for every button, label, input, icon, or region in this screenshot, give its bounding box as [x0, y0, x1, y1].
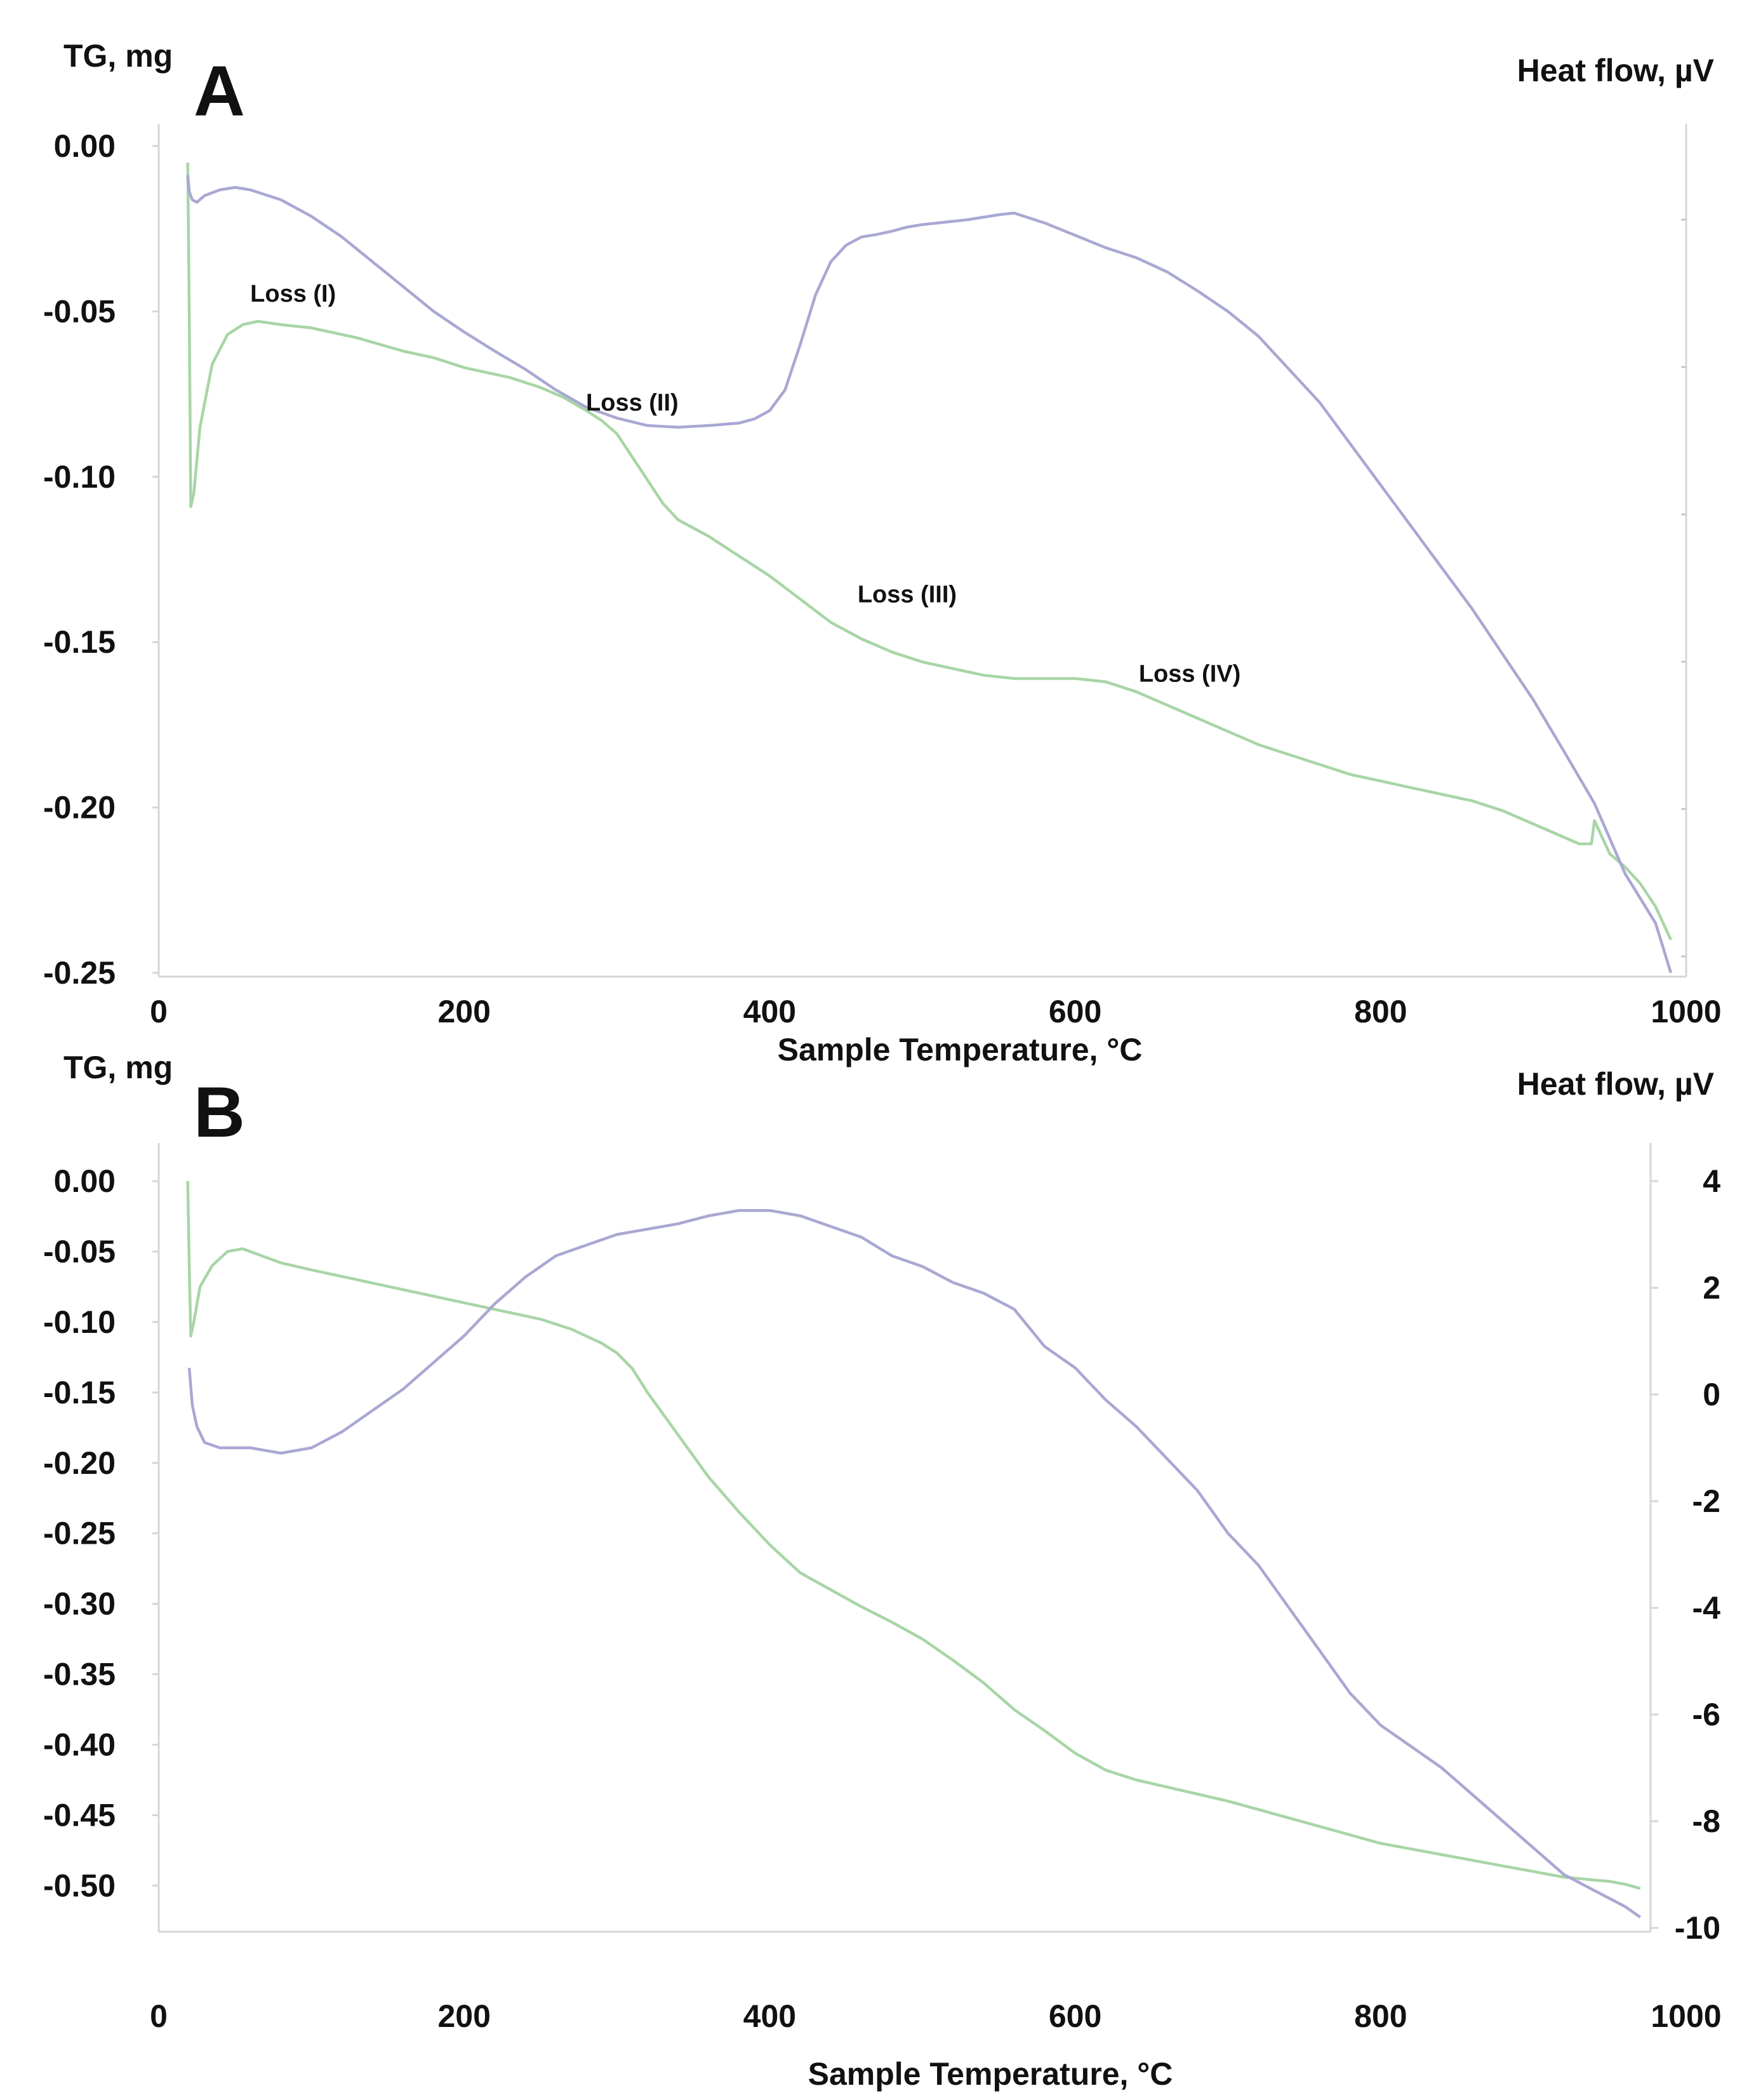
panel-a-left-tick-label: 0.00: [54, 128, 116, 164]
panel-b-x-tick-label: 400: [743, 1998, 796, 2034]
panel-b-right-tick-label: 2: [1703, 1270, 1720, 1306]
panel-a-left-tick-label: -0.20: [43, 790, 116, 826]
panel-a-left-tick-label: -0.10: [43, 459, 116, 495]
panel-b-heat-flow-series: [187, 1208, 1642, 1919]
panel-a-x-tick-label: 1000: [1651, 994, 1721, 1029]
panel-a-annotation: Loss (II): [586, 390, 679, 417]
panel-a-x-tick-label: 600: [1049, 994, 1101, 1029]
panel-b-left-tick-label: -0.25: [43, 1516, 116, 1551]
panel-b-left-tick-label: -0.10: [43, 1304, 116, 1340]
panel-a-x-axis-title: Sample Temperature, °C: [778, 1032, 1143, 1067]
panel-a-heat-flow-series: [186, 175, 1673, 973]
panel-b-x-tick-label: 600: [1049, 1998, 1101, 2034]
panel-b-right-tick-label: -2: [1692, 1483, 1720, 1519]
panel-b-plot: 0 200 400 600 800 1000 0.00 -0.05 -0.10 -0.15 -0.2…: [43, 1143, 1722, 2034]
panel-b-x-tick-label: 1000: [1651, 1998, 1721, 2034]
panel-b-left-tick-label: 0.00: [54, 1163, 116, 1199]
panel-b-letter: B: [194, 1073, 245, 1152]
panel-b-tg-series: [186, 1180, 1641, 1890]
panel-a: TG, mg Heat flow, µV A Sample Temperatur…: [63, 38, 1715, 1067]
panel-b-left-tick-label: -0.40: [43, 1727, 116, 1763]
panel-b-right-tick-label: -6: [1692, 1697, 1720, 1732]
panel-b: TG, mg Heat flow, µV B Sample Temperatur…: [63, 1050, 1715, 2092]
panel-a-left-tick-label: -0.15: [43, 624, 116, 660]
panel-b-left-tick-label: -0.05: [43, 1234, 116, 1269]
panel-b-left-tick-label: -0.30: [43, 1586, 116, 1622]
panel-a-x-tick-label: 800: [1354, 994, 1407, 1029]
panel-b-right-axis-title: Heat flow, µV: [1517, 1066, 1715, 1102]
panel-a-left-tick-label: -0.25: [43, 955, 116, 991]
panel-a-right-axis-title: Heat flow, µV: [1517, 53, 1715, 88]
panel-b-x-tick-label: 800: [1354, 1998, 1407, 2034]
panel-b-left-tick-label: -0.50: [43, 1868, 116, 1903]
panel-a-x-tick-label: 400: [743, 994, 796, 1029]
panel-a-annotation: Loss (IV): [1139, 661, 1240, 688]
panel-b-left-tick-label: -0.15: [43, 1375, 116, 1410]
panel-a-annotation: Loss (III): [858, 582, 957, 608]
panel-b-x-tick-label: 0: [150, 1998, 168, 2034]
panel-b-right-tick-label: 0: [1703, 1377, 1720, 1412]
panel-b-left-tick-label: -0.35: [43, 1657, 116, 1692]
panel-b-x-axis-title: Sample Temperature, °C: [808, 2056, 1173, 2092]
panel-b-right-tick-label: -10: [1675, 1910, 1720, 1946]
panel-a-tg-series: [186, 162, 1672, 940]
panel-a-left-tick-label: -0.05: [43, 293, 116, 329]
panel-a-letter: A: [194, 51, 245, 131]
panel-b-right-tick-label: -8: [1692, 1803, 1720, 1839]
panel-a-x-tick-label: 200: [437, 994, 490, 1029]
panel-b-left-tick-label: -0.20: [43, 1445, 116, 1481]
panel-a-plot: 0 200 400 600 800 1000 0.00 -0.05 -0.10 -0.15 -0.2…: [43, 124, 1722, 1029]
panel-b-x-tick-label: 200: [437, 1998, 490, 2034]
panel-b-left-tick-label: -0.45: [43, 1797, 116, 1833]
panel-a-left-axis-title: TG, mg: [63, 38, 173, 74]
panel-a-x-tick-label: 0: [150, 994, 168, 1029]
panel-b-right-tick-label: -4: [1692, 1590, 1721, 1626]
panel-b-left-axis-title: TG, mg: [63, 1050, 173, 1085]
plot-area: 0 200 400 600 800 10000.00-0.05-0.10-0.15-0.2…: [43, 124, 1722, 2034]
panel-b-right-tick-label: 4: [1703, 1163, 1720, 1199]
panel-a-annotation: Loss (I): [250, 281, 336, 307]
